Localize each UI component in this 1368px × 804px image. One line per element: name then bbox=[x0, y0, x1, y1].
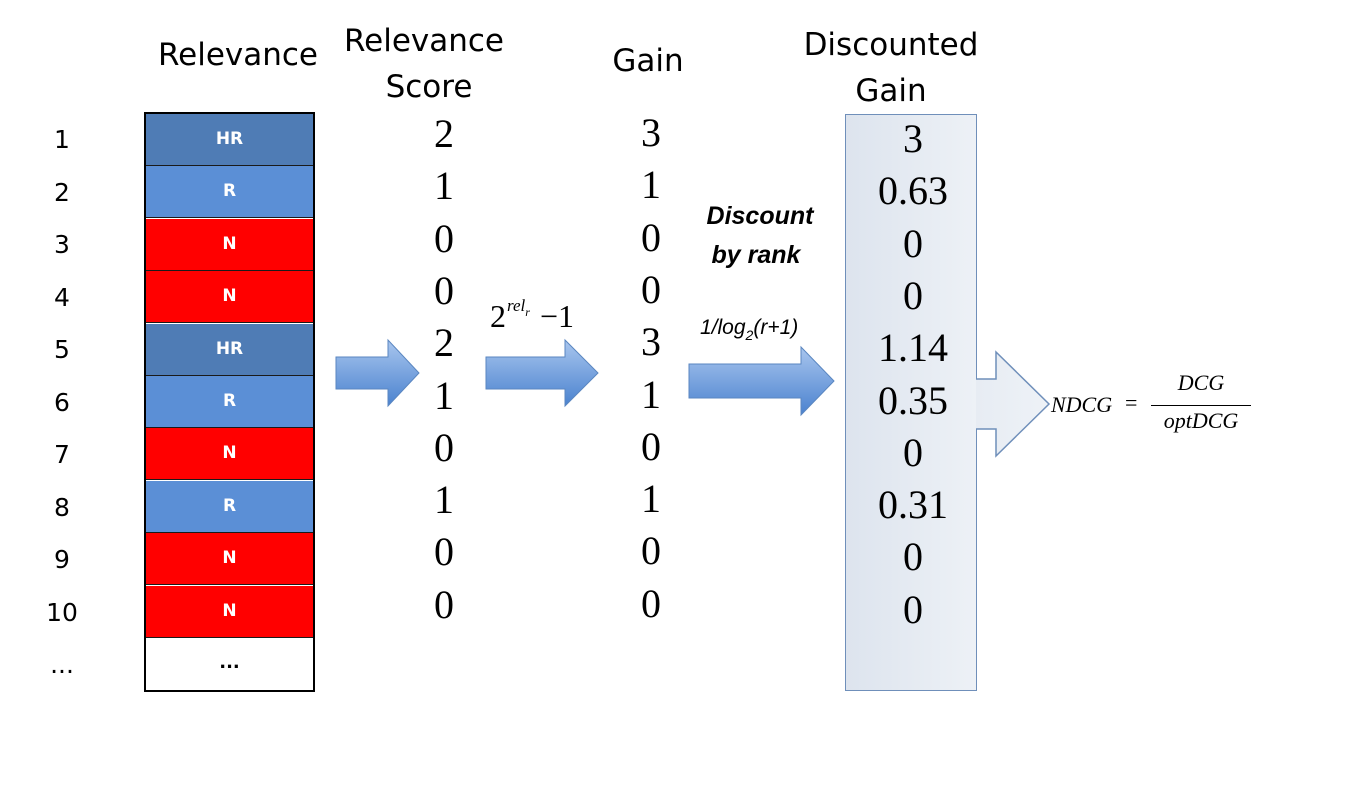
discounted-gain-value: 0 bbox=[903, 534, 923, 580]
relevance-cell: R bbox=[146, 166, 313, 219]
gain-value: 1 bbox=[641, 162, 661, 208]
discount-line2: by rank bbox=[711, 241, 801, 269]
relevance-cell: N bbox=[146, 585, 313, 638]
header-relevance: Relevance bbox=[157, 37, 318, 73]
relevance-score-value: 0 bbox=[434, 529, 454, 575]
gain-formula: 2relr −1 bbox=[490, 296, 574, 343]
header-gain: Gain bbox=[612, 43, 684, 79]
relevance-cell: N bbox=[146, 533, 313, 586]
arrow-gain-icon bbox=[485, 338, 599, 408]
relevance-score-value: 1 bbox=[434, 372, 454, 418]
relevance-cell: R bbox=[146, 376, 313, 428]
ndcg-equals: = bbox=[1125, 390, 1138, 415]
gain-value: 0 bbox=[641, 214, 661, 260]
relevance-cell: HR bbox=[146, 323, 313, 376]
gain-value: 0 bbox=[641, 580, 661, 626]
discounted-gain-value: 0 bbox=[903, 429, 923, 475]
gain-value: 0 bbox=[641, 528, 661, 574]
ndcg-denominator: optDCG bbox=[1163, 408, 1239, 433]
discounted-gain-value: 0 bbox=[903, 272, 923, 318]
gain-formula-suffix: −1 bbox=[539, 298, 574, 334]
ndcg-numerator: DCG bbox=[1177, 370, 1225, 395]
gain-value: 3 bbox=[641, 319, 661, 365]
gain-value: 0 bbox=[641, 266, 661, 312]
header-discounted-gain-line2: Gain bbox=[855, 73, 927, 109]
relevance-score-value: 2 bbox=[434, 320, 454, 366]
relevance-column: HR R N N HR R N R N N... bbox=[144, 112, 315, 692]
relevance-cell: R bbox=[146, 480, 313, 533]
relevance-cell: ... bbox=[146, 638, 313, 690]
gain-value: 1 bbox=[641, 476, 661, 522]
discounted-gain-value: 0.35 bbox=[878, 377, 948, 423]
ndcg-lhs: NDCG bbox=[1051, 392, 1113, 417]
gain-formula-exponent: relr bbox=[507, 296, 530, 319]
arrow-discount-icon bbox=[688, 345, 835, 417]
rank-number: 4 bbox=[54, 282, 70, 312]
discounted-gain-value: 1.14 bbox=[878, 325, 948, 371]
discounted-gain-value: 3 bbox=[903, 116, 923, 161]
discount-line1: Discount bbox=[706, 202, 814, 230]
relevance-score-value: 2 bbox=[434, 111, 454, 156]
discounted-gain-panel bbox=[845, 114, 977, 691]
gain-value: 1 bbox=[641, 371, 661, 417]
relevance-cell: N bbox=[146, 428, 313, 481]
relevance-score-value: 0 bbox=[434, 215, 454, 261]
header-relevance-score-line2: Score bbox=[385, 69, 473, 105]
rank-number: 7 bbox=[54, 440, 70, 469]
discounted-gain-value: 0 bbox=[903, 220, 923, 266]
rank-number: ... bbox=[50, 650, 74, 679]
gain-formula-base: 2 bbox=[490, 298, 506, 334]
rank-number: 5 bbox=[54, 335, 70, 364]
rank-number: 1 bbox=[54, 125, 70, 154]
rank-number: 3 bbox=[54, 230, 70, 259]
rank-number: 8 bbox=[54, 492, 70, 522]
discount-formula: 1/log2(r+1) bbox=[700, 316, 799, 343]
relevance-cell: N bbox=[146, 271, 313, 324]
gain-value: 0 bbox=[641, 423, 661, 469]
header-discounted-gain-line1: Discounted bbox=[803, 27, 979, 63]
rank-number: 2 bbox=[54, 177, 70, 207]
relevance-cell: HR bbox=[146, 114, 313, 166]
header-relevance-score-line1: Relevance bbox=[343, 23, 504, 59]
discounted-gain-value: 0.63 bbox=[878, 168, 948, 214]
ndcg-fraction-bar bbox=[1151, 405, 1251, 406]
relevance-score-value: 0 bbox=[434, 267, 454, 313]
relevance-cell: N bbox=[146, 218, 313, 271]
arrow-ndcg-icon bbox=[976, 350, 1051, 458]
relevance-score-value: 0 bbox=[434, 424, 454, 470]
rank-number: 9 bbox=[54, 545, 70, 574]
rank-number: 6 bbox=[54, 387, 70, 417]
discounted-gain-value: 0.31 bbox=[878, 482, 948, 528]
relevance-score-value: 1 bbox=[434, 163, 454, 209]
discounted-gain-value: 0 bbox=[903, 586, 923, 632]
rank-number: 10 bbox=[46, 597, 78, 627]
relevance-score-value: 1 bbox=[434, 477, 454, 523]
gain-value: 3 bbox=[641, 110, 661, 155]
relevance-score-value: 0 bbox=[434, 581, 454, 627]
